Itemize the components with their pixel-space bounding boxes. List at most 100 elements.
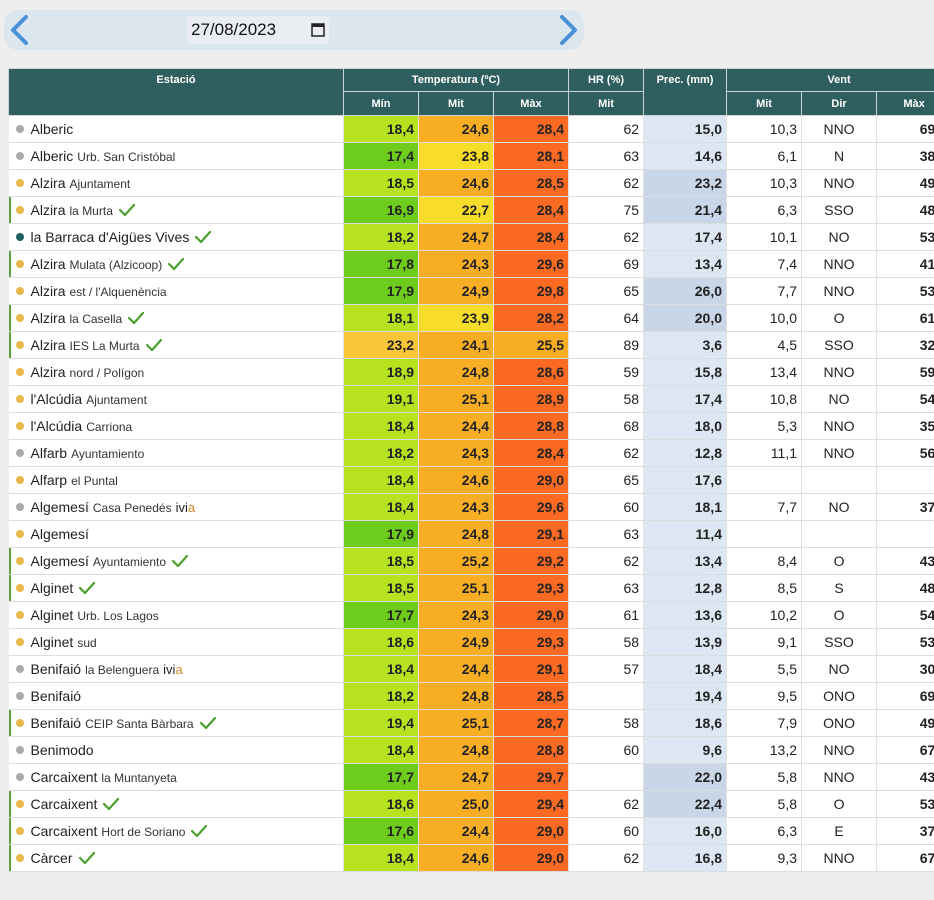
table-row[interactable]: Alzira la Murta 16,9 22,7 28,4 75 21,4 6,3 SSO 48…: [8, 196, 934, 224]
station-status-dot: [15, 854, 24, 862]
calendar-icon[interactable]: [311, 22, 325, 37]
table-row[interactable]: Carcaixent Hort de Soriano 17,6 24,4 29,0 60 1…: [8, 817, 934, 845]
table-row[interactable]: Alfarp el Puntal 18,4 24,6 29,0 65 17,6: [8, 466, 934, 494]
station-name: Benimodo: [30, 742, 94, 758]
station-cell[interactable]: Alginet sud: [8, 628, 344, 656]
table-row[interactable]: l'Alcúdia Ajuntament 19,1 25,1 28,9 58 17,4 10,…: [8, 385, 934, 413]
table-row[interactable]: Benifaió CEIP Santa Bàrbara 19,4 25,1 28,7 58…: [8, 709, 934, 737]
table-row[interactable]: Carcaixent la Muntanyeta 17,7 24,7 29,7 22,0 5…: [8, 763, 934, 791]
temp-min: 18,4: [343, 844, 419, 872]
table-row[interactable]: l'Alcúdia Carriona 18,4 24,4 28,8 68 18,0 5,3 NN…: [8, 412, 934, 440]
station-cell[interactable]: Alzira est / l'Alquenència: [8, 277, 344, 305]
temp-max: 29,6: [493, 250, 570, 278]
station-cell[interactable]: Alfarb Ayuntamiento: [8, 439, 344, 467]
wind-max: 49,9: [876, 169, 934, 197]
station-cell[interactable]: Alzira nord / Polígon: [8, 358, 344, 386]
station-cell[interactable]: Alfarp el Puntal: [8, 466, 344, 494]
table-row[interactable]: Benifaió la Belenguera ivia 18,4 24,4 29,1 57 1…: [8, 655, 934, 683]
station-location: Urb. San Cristóbal: [77, 150, 176, 164]
table-row[interactable]: Algemesí 17,9 24,8 29,1 63 11,4: [8, 520, 934, 548]
station-cell[interactable]: la Barraca d'Aigües Vives: [8, 223, 344, 251]
station-cell[interactable]: Benifaió CEIP Santa Bàrbara: [8, 709, 344, 737]
station-cell[interactable]: Alberic: [8, 115, 344, 143]
station-cell[interactable]: Carcaixent Hort de Soriano: [8, 817, 344, 845]
station-cell[interactable]: Alzira Mulata (Alzicoop): [8, 250, 344, 278]
precipitation: 13,4: [643, 547, 728, 575]
table-row[interactable]: Alzira IES La Murta 23,2 24,1 25,5 89 3,6 4,5 SS…: [8, 331, 934, 359]
station-cell[interactable]: Benimodo: [8, 736, 344, 764]
precipitation: 3,6: [643, 331, 728, 359]
header-temp-min[interactable]: Mín: [343, 91, 419, 116]
station-cell[interactable]: Càrcer: [8, 844, 344, 872]
station-cell[interactable]: Alginet: [8, 574, 344, 602]
station-cell[interactable]: Carcaixent: [8, 790, 344, 818]
station-cell[interactable]: Carcaixent la Muntanyeta: [8, 763, 344, 791]
wind-max: 69,2: [876, 682, 934, 710]
temp-min: 17,9: [343, 520, 419, 548]
header-temp-max[interactable]: Màx: [492, 91, 570, 116]
date-input[interactable]: 27/08/2023: [187, 16, 329, 44]
table-row[interactable]: la Barraca d'Aigües Vives 18,2 24,7 28,4 62 1…: [8, 223, 934, 251]
station-cell[interactable]: Algemesí Casa Penedés ivia: [8, 493, 344, 521]
table-row[interactable]: Alzira Mulata (Alzicoop) 17,8 24,3 29,6 69 13,…: [8, 250, 934, 278]
station-name: l'Alcúdia: [30, 391, 83, 407]
station-cell[interactable]: Alberic Urb. San Cristóbal: [8, 142, 344, 170]
next-day-button[interactable]: [554, 14, 582, 46]
wind-dir: E: [801, 817, 878, 845]
header-temp-mit[interactable]: Mit: [418, 91, 494, 116]
previous-day-button[interactable]: [6, 14, 34, 46]
header-station[interactable]: Estació: [8, 68, 344, 116]
station-cell[interactable]: Alzira Ajuntament: [8, 169, 344, 197]
precipitation: 18,6: [643, 709, 728, 737]
station-cell[interactable]: Benifaió la Belenguera ivia: [8, 655, 344, 683]
temp-max: 29,3: [493, 574, 570, 602]
table-row[interactable]: Alzira est / l'Alquenència 17,9 24,9 29,8 65 2…: [8, 277, 934, 305]
table-row[interactable]: Alzira la Casella 18,1 23,9 28,2 64 20,0 10,0 O 6…: [8, 304, 934, 332]
station-cell[interactable]: Alzira la Casella: [8, 304, 344, 332]
station-cell[interactable]: l'Alcúdia Ajuntament: [8, 385, 344, 413]
precipitation: 22,4: [643, 790, 728, 818]
table-row[interactable]: Alzira Ajuntament 18,5 24,6 28,5 62 23,2 10,3 NN…: [8, 169, 934, 197]
header-prec[interactable]: Prec. (mm): [643, 68, 728, 116]
station-status-dot: [15, 368, 24, 376]
temp-max: 29,1: [493, 520, 570, 548]
table-row[interactable]: Algemesí Ayuntamiento 18,5 25,2 29,2 62 13,4 8,…: [8, 547, 934, 575]
header-hr-mit[interactable]: Mit: [568, 91, 645, 116]
wind-max: 67,6: [876, 844, 934, 872]
temp-min: 18,9: [343, 358, 419, 386]
station-cell[interactable]: l'Alcúdia Carriona: [8, 412, 344, 440]
table-row[interactable]: Alginet Urb. Los Lagos 17,7 24,3 29,0 61 13,6 1…: [8, 601, 934, 629]
table-row[interactable]: Alfarb Ayuntamiento 18,2 24,3 28,4 62 12,8 11,1…: [8, 439, 934, 467]
station-location: Casa Penedés: [92, 501, 172, 515]
header-wind-dir[interactable]: Dir: [801, 91, 878, 116]
wind-max: 43,5: [876, 763, 934, 791]
precipitation: 13,6: [643, 601, 728, 629]
temp-min: 18,5: [343, 547, 419, 575]
header-wind-mit[interactable]: Mit: [726, 91, 803, 116]
precipitation: 17,6: [643, 466, 728, 494]
wind-mit: [726, 520, 803, 548]
station-location: Ajuntament: [86, 393, 147, 407]
station-cell[interactable]: Benifaió: [8, 682, 344, 710]
wind-dir: NNO: [801, 412, 878, 440]
station-cell[interactable]: Alzira la Murta: [8, 196, 344, 224]
station-location: nord / Polígon: [69, 366, 145, 380]
temp-mit: 24,9: [418, 277, 494, 305]
ivia-logo: ivia: [175, 500, 196, 515]
header-wind-max[interactable]: Màx: [876, 91, 934, 116]
table-row[interactable]: Alberic Urb. San Cristóbal 17,4 23,8 28,1 63 1…: [8, 142, 934, 170]
station-cell[interactable]: Alzira IES La Murta: [8, 331, 344, 359]
station-cell[interactable]: Algemesí Ayuntamiento: [8, 547, 344, 575]
table-row[interactable]: Algemesí Casa Penedés ivia 18,4 24,3 29,6 60 18…: [8, 493, 934, 521]
table-row[interactable]: Alzira nord / Polígon 18,9 24,8 28,6 59 15,8 13…: [8, 358, 934, 386]
station-cell[interactable]: Alginet Urb. Los Lagos: [8, 601, 344, 629]
station-cell[interactable]: Algemesí: [8, 520, 344, 548]
temp-min: 17,7: [343, 601, 419, 629]
